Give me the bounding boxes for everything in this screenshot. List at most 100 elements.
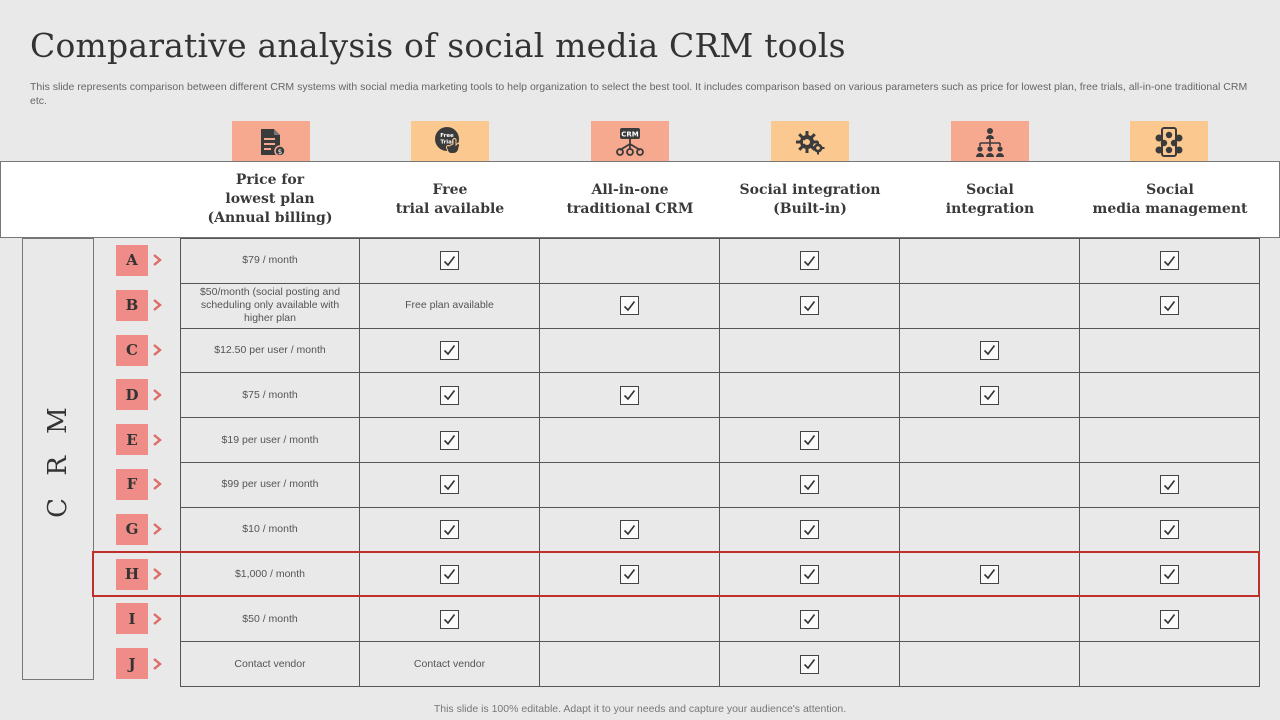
price-text: $50/month (social posting and scheduling…: [199, 286, 341, 325]
crm-side-panel: C R M: [22, 238, 94, 680]
checkbox-checked-icon: [800, 296, 819, 316]
table-cell: [720, 328, 900, 374]
table-cell: [1080, 597, 1260, 643]
checkbox-checked-icon: [1160, 251, 1179, 271]
chevron-right-icon: [151, 343, 163, 357]
column-header: Price for lowest plan (Annual billing): [180, 161, 360, 238]
checkbox-checked-icon: [1160, 609, 1179, 629]
chevron-right-icon: [151, 567, 163, 581]
table-cell: $1,000 / month: [180, 552, 360, 598]
row-letter-badge: C: [116, 334, 148, 366]
table-cell: [720, 552, 900, 598]
row-letter-badge: E: [116, 424, 148, 456]
table-cell: $10 / month: [180, 507, 360, 553]
price-text: $1,000 / month: [234, 567, 306, 580]
checkbox-checked-icon: [980, 340, 999, 360]
table-cell: $50 / month: [180, 597, 360, 643]
table-cell: [900, 552, 1080, 598]
table-cell: [900, 642, 1080, 687]
checkbox-checked-icon: [620, 296, 639, 316]
checkbox-checked-icon: [620, 520, 639, 540]
checkbox-checked-icon: [1160, 564, 1179, 584]
page-subtitle: This slide represents comparison between…: [30, 81, 1248, 107]
table-cell: [1080, 642, 1260, 687]
table-cell: [720, 283, 900, 329]
checkbox-checked-icon: [620, 385, 639, 405]
table-cell: [540, 507, 720, 553]
table-cell: [360, 507, 540, 553]
table-cell: [720, 373, 900, 419]
table-cell: [540, 373, 720, 419]
table-cell: [1080, 328, 1260, 374]
table-cell: $75 / month: [180, 373, 360, 419]
table-cell: [1080, 552, 1260, 598]
row-letter-badge: D: [116, 379, 148, 411]
checkbox-checked-icon: [440, 385, 459, 405]
svg-text:$: $: [278, 148, 282, 156]
row-letter-badge: A: [116, 244, 148, 276]
checkbox-checked-icon: [800, 654, 819, 674]
svg-text:Free: Free: [440, 133, 454, 139]
table-cell: $19 per user / month: [180, 418, 360, 463]
table-cell: [540, 283, 720, 329]
footer-note: This slide is 100% editable. Adapt it to…: [433, 703, 847, 715]
checkbox-checked-icon: [800, 520, 819, 540]
checkbox-checked-icon: [1160, 520, 1179, 540]
chevron-right-icon: [151, 253, 163, 267]
table-cell: [540, 239, 720, 284]
team-hierarchy-icon: [951, 121, 1029, 162]
table-cell: [1080, 418, 1260, 463]
chevron-right-icon: [151, 522, 163, 536]
column-header-label: Social media management: [1092, 181, 1248, 217]
checkbox-checked-icon: [1160, 296, 1179, 316]
comparison-table: $79 / month $50/month (social posting and…: [180, 238, 1260, 687]
price-text: $50 / month: [242, 612, 298, 625]
row-letter-badge: I: [116, 603, 148, 635]
table-cell: [900, 463, 1080, 508]
column-header: Free trial available: [360, 161, 540, 238]
social-media-icon: [1130, 121, 1208, 162]
table-cell: [1080, 373, 1260, 419]
chevron-right-icon: [151, 612, 163, 626]
table-cell: [360, 463, 540, 508]
table-cell: [360, 239, 540, 284]
price-text: $79 / month: [242, 254, 298, 267]
table-cell: [720, 507, 900, 553]
column-header-label: All-in-one traditional CRM: [566, 181, 694, 217]
table-cell: [720, 597, 900, 643]
crm-side-label: C R M: [43, 400, 73, 518]
table-cell: [360, 328, 540, 374]
checkbox-checked-icon: [440, 609, 459, 629]
table-cell: [720, 239, 900, 284]
table-cell: [540, 463, 720, 508]
column-header-label: Free trial available: [395, 181, 505, 217]
price-text: $99 per user / month: [221, 478, 319, 491]
chevron-right-icon: [151, 477, 163, 491]
checkbox-checked-icon: [800, 251, 819, 271]
header-band: [0, 161, 1280, 238]
checkbox-checked-icon: [440, 430, 459, 450]
free-trial-icon: Free Trial: [411, 121, 489, 162]
gears-icon: [771, 121, 849, 162]
price-text: Contact vendor: [234, 657, 306, 670]
table-cell: Free plan available: [360, 283, 540, 329]
table-cell: [540, 418, 720, 463]
table-cell: [360, 418, 540, 463]
checkbox-checked-icon: [800, 430, 819, 450]
table-cell: [540, 552, 720, 598]
checkbox-checked-icon: [440, 520, 459, 540]
table-cell: [1080, 507, 1260, 553]
table-cell: $12.50 per user / month: [180, 328, 360, 374]
column-header-label: Price for lowest plan (Annual billing): [207, 172, 333, 226]
checkbox-checked-icon: [800, 609, 819, 629]
column-header: Social media management: [1080, 161, 1260, 238]
table-cell: $99 per user / month: [180, 463, 360, 508]
crm-network-icon: CRM: [591, 121, 669, 162]
table-cell: [900, 283, 1080, 329]
table-cell: [540, 642, 720, 687]
table-cell: [360, 373, 540, 419]
svg-text:Trial: Trial: [440, 139, 453, 145]
table-cell: [360, 552, 540, 598]
checkbox-checked-icon: [980, 385, 999, 405]
column-header-label: Social integration: [945, 181, 1035, 217]
